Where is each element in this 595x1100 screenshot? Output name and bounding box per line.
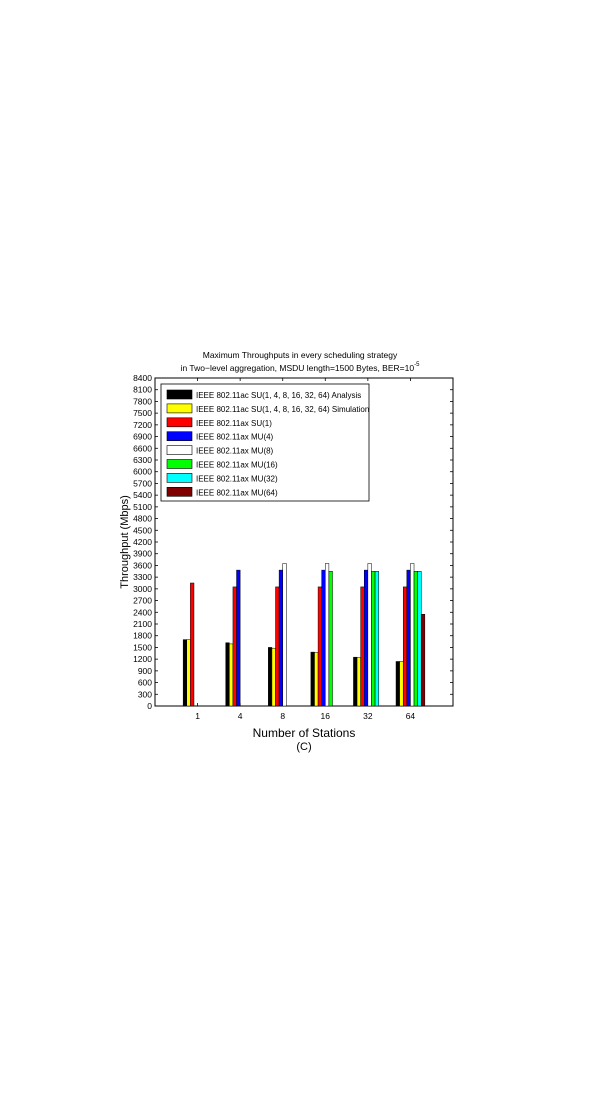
y-tick-label: 2700 (133, 596, 152, 606)
bar (271, 647, 276, 707)
x-axis-label: Number of Stations (253, 726, 356, 740)
y-tick-label: 6000 (133, 467, 152, 477)
legend: IEEE 802.11ac SU(1, 4, 8, 16, 32, 64) An… (160, 383, 370, 502)
y-tick-label: 1500 (133, 642, 152, 652)
bar (374, 571, 379, 707)
y-tick-label: 3000 (133, 584, 152, 594)
y-tick-label: 8400 (133, 373, 152, 383)
bar (328, 571, 333, 707)
x-tick-label: 1 (195, 711, 200, 721)
legend-swatch (166, 445, 193, 455)
legend-swatch (166, 473, 193, 483)
legend-swatch (166, 486, 193, 497)
x-tick-label: 4 (238, 711, 243, 721)
chart-title-exponent: -5 (414, 362, 420, 368)
y-tick-label: 2100 (133, 619, 152, 629)
bar (236, 569, 241, 707)
x-tick-label: 8 (280, 711, 285, 721)
y-tick-label: 5400 (133, 490, 152, 500)
legend-swatch (166, 459, 193, 469)
bar (190, 582, 195, 707)
x-tick-label: 64 (406, 711, 416, 721)
chart-title-line1: Maximum Throughputs in every scheduling … (203, 350, 398, 360)
y-tick-label: 1200 (133, 654, 152, 664)
y-tick-label: 4200 (133, 537, 152, 547)
bar (268, 647, 273, 707)
bar (186, 639, 191, 707)
legend-label: IEEE 802.11ax MU(64) (196, 488, 278, 497)
bar (410, 563, 415, 707)
bar (371, 571, 376, 707)
legend-label: IEEE 802.11ax MU(16) (196, 461, 278, 470)
y-axis-label: Throughput (Mbps) (119, 495, 131, 589)
y-tick-label: 5100 (133, 502, 152, 512)
legend-label: IEEE 802.11ax MU(32) (196, 474, 278, 483)
y-tick-label: 4800 (133, 514, 152, 524)
bar (275, 586, 280, 707)
bar (182, 639, 188, 707)
legend-label: IEEE 802.11ax MU(8) (196, 447, 274, 456)
y-tick-label: 8100 (133, 385, 152, 395)
y-tick-label: 300 (138, 689, 152, 699)
y-tick-label: 1800 (133, 631, 152, 641)
legend-label: IEEE 802.11ac SU(1, 4, 8, 16, 32, 64) Si… (196, 405, 369, 414)
bar (360, 586, 365, 707)
legend-swatch (166, 389, 193, 400)
bar (314, 652, 319, 707)
legend-box (160, 383, 370, 502)
legend-swatch (166, 403, 193, 414)
bar (399, 661, 404, 707)
y-tick-label: 6900 (133, 432, 152, 442)
legend-swatch (166, 417, 193, 428)
y-tick-label: 6300 (133, 455, 152, 465)
y-tick-label: 900 (138, 666, 152, 676)
y-tick-label: 4500 (133, 525, 152, 535)
y-tick-label: 3300 (133, 572, 152, 582)
x-tick-label: 16 (321, 711, 331, 721)
y-tick-label: 3600 (133, 560, 152, 570)
y-tick-label: 7800 (133, 396, 152, 406)
bar (417, 571, 422, 707)
bar (232, 586, 237, 707)
bar (406, 569, 411, 707)
y-tick-label: 5700 (133, 478, 152, 488)
y-tick-label: 6600 (133, 443, 152, 453)
legend-label: IEEE 802.11ax SU(1) (196, 419, 272, 428)
bar (229, 643, 234, 707)
bar (278, 569, 283, 707)
bar (367, 563, 372, 707)
chart-sublabel: (C) (296, 741, 311, 753)
bar (282, 563, 287, 707)
y-tick-label: 7200 (133, 420, 152, 430)
y-tick-label: 7500 (133, 408, 152, 418)
chart-title-line2: in Two−level aggregation, MSDU length=15… (181, 362, 421, 373)
y-tick-label: 3900 (133, 549, 152, 559)
bar (420, 613, 426, 707)
bar (356, 657, 361, 707)
bar (225, 642, 230, 707)
bar (395, 661, 400, 707)
bar (364, 569, 369, 707)
y-tick-label: 600 (138, 678, 152, 688)
bar (353, 656, 358, 707)
chart-title-line2-text: in Two−level aggregation, MSDU length=15… (181, 363, 415, 373)
legend-label: IEEE 802.11ax MU(4) (196, 433, 274, 442)
bar (325, 563, 330, 707)
y-tick-label: 2400 (133, 607, 152, 617)
x-tick-label: 32 (363, 711, 373, 721)
bar (317, 586, 322, 707)
legend-swatch (166, 431, 193, 442)
y-tick-label: 0 (147, 701, 152, 711)
bar (310, 651, 315, 707)
bars (182, 563, 426, 707)
bar (402, 586, 408, 707)
bar (321, 569, 326, 707)
legend-label: IEEE 802.11ac SU(1, 4, 8, 16, 32, 64) An… (196, 391, 361, 400)
bar (413, 571, 418, 707)
